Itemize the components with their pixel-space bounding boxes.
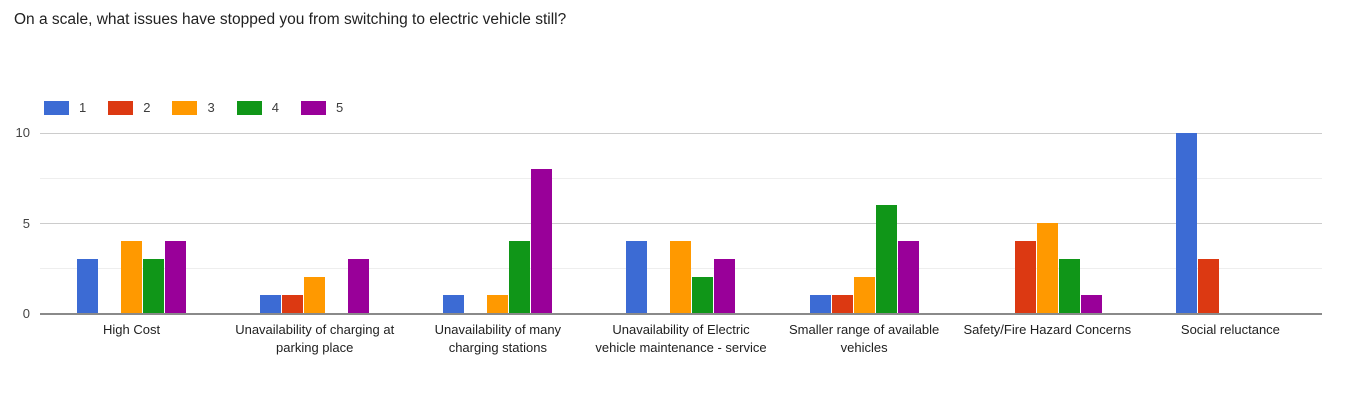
bar[interactable] <box>509 241 531 313</box>
bar-group <box>223 133 406 314</box>
legend-label: 2 <box>143 100 151 115</box>
x-axis-labels: High Cost Unavailability of charging at p… <box>40 321 1322 357</box>
bar[interactable] <box>875 205 897 313</box>
category-label-text: Safety/Fire Hazard Concerns <box>963 322 1132 337</box>
bar-group <box>589 133 772 314</box>
x-axis-baseline <box>40 313 1322 315</box>
legend-swatch-icon <box>300 100 326 115</box>
bar-group <box>1139 133 1322 314</box>
gridline-major <box>40 223 1322 224</box>
bar-row <box>1139 133 1322 313</box>
chart-title: On a scale, what issues have stopped you… <box>14 11 567 28</box>
legend-item-3: 3 <box>172 100 215 115</box>
legend-swatch-icon <box>108 100 134 115</box>
bar-row <box>406 169 589 313</box>
y-axis-tick-label: 10 <box>15 125 30 140</box>
category-label: High Cost <box>40 321 223 357</box>
legend-label: 1 <box>79 100 87 115</box>
category-label: Unavailability of charging at parking pl… <box>223 321 406 357</box>
category-label: Unavailability of Electric vehicle maint… <box>589 321 772 357</box>
category-label-text: High Cost <box>103 322 161 337</box>
category-label-text: Smaller range of available vehicles <box>788 322 940 355</box>
bar-group <box>773 133 956 314</box>
bar[interactable] <box>443 295 465 313</box>
bar-row <box>40 241 223 313</box>
chart-legend: 1 2 3 4 5 <box>44 100 365 115</box>
bar[interactable] <box>260 295 282 313</box>
bar[interactable] <box>853 277 875 313</box>
bar[interactable] <box>1058 259 1080 313</box>
bar[interactable] <box>143 259 165 313</box>
legend-swatch-icon <box>236 100 262 115</box>
category-label-text: Unavailability of Electric vehicle maint… <box>595 322 767 355</box>
bar-group <box>40 133 223 314</box>
bar-group <box>956 133 1139 314</box>
category-label: Unavailability of many charging stations <box>406 321 589 357</box>
category-label: Smaller range of available vehicles <box>773 321 956 357</box>
bar[interactable] <box>809 295 831 313</box>
bar[interactable] <box>831 295 853 313</box>
bar[interactable] <box>165 241 187 313</box>
bar[interactable] <box>692 277 714 313</box>
gridline-minor <box>40 177 1322 179</box>
bar-row <box>773 205 956 313</box>
bar[interactable] <box>282 295 304 313</box>
y-axis-tick-label: 5 <box>22 215 30 231</box>
bar[interactable] <box>1175 133 1197 313</box>
bar[interactable] <box>1197 259 1219 313</box>
gridline-major <box>40 132 1322 134</box>
legend-swatch-icon <box>172 100 198 115</box>
bar[interactable] <box>348 259 370 313</box>
category-label-text: Unavailability of charging at parking pl… <box>235 322 395 355</box>
bar[interactable] <box>714 259 736 313</box>
bar-row <box>223 259 406 313</box>
category-label-text: Unavailability of many charging stations <box>434 322 562 355</box>
bar[interactable] <box>1014 241 1036 313</box>
legend-label: 4 <box>271 100 279 115</box>
legend-label: 3 <box>207 100 215 115</box>
legend-swatch-icon <box>44 100 69 115</box>
bar[interactable] <box>304 277 326 313</box>
legend-item-5: 5 <box>300 100 344 115</box>
category-label-text: Social reluctance <box>1180 322 1280 337</box>
bar-row <box>956 223 1139 313</box>
bar[interactable] <box>121 241 143 313</box>
bar[interactable] <box>487 295 509 313</box>
bar-row <box>589 241 772 313</box>
bar[interactable] <box>670 241 692 313</box>
bar[interactable] <box>77 259 99 313</box>
bar[interactable] <box>1080 295 1102 313</box>
legend-label: 5 <box>335 100 344 115</box>
legend-item-2: 2 <box>108 100 150 115</box>
legend-item-4: 4 <box>236 100 279 115</box>
bar[interactable] <box>531 169 553 313</box>
bar[interactable] <box>626 241 648 313</box>
category-label: Social reluctance <box>1139 321 1322 357</box>
bar-groups <box>40 133 1322 314</box>
category-label: Safety/Fire Hazard Concerns <box>956 321 1139 357</box>
bar[interactable] <box>897 241 919 313</box>
plot-area <box>40 132 1322 315</box>
legend-item-1: 1 <box>44 100 86 115</box>
y-axis-tick-label: 0 <box>22 306 30 321</box>
bar[interactable] <box>1036 223 1058 313</box>
bar-group <box>406 133 589 314</box>
